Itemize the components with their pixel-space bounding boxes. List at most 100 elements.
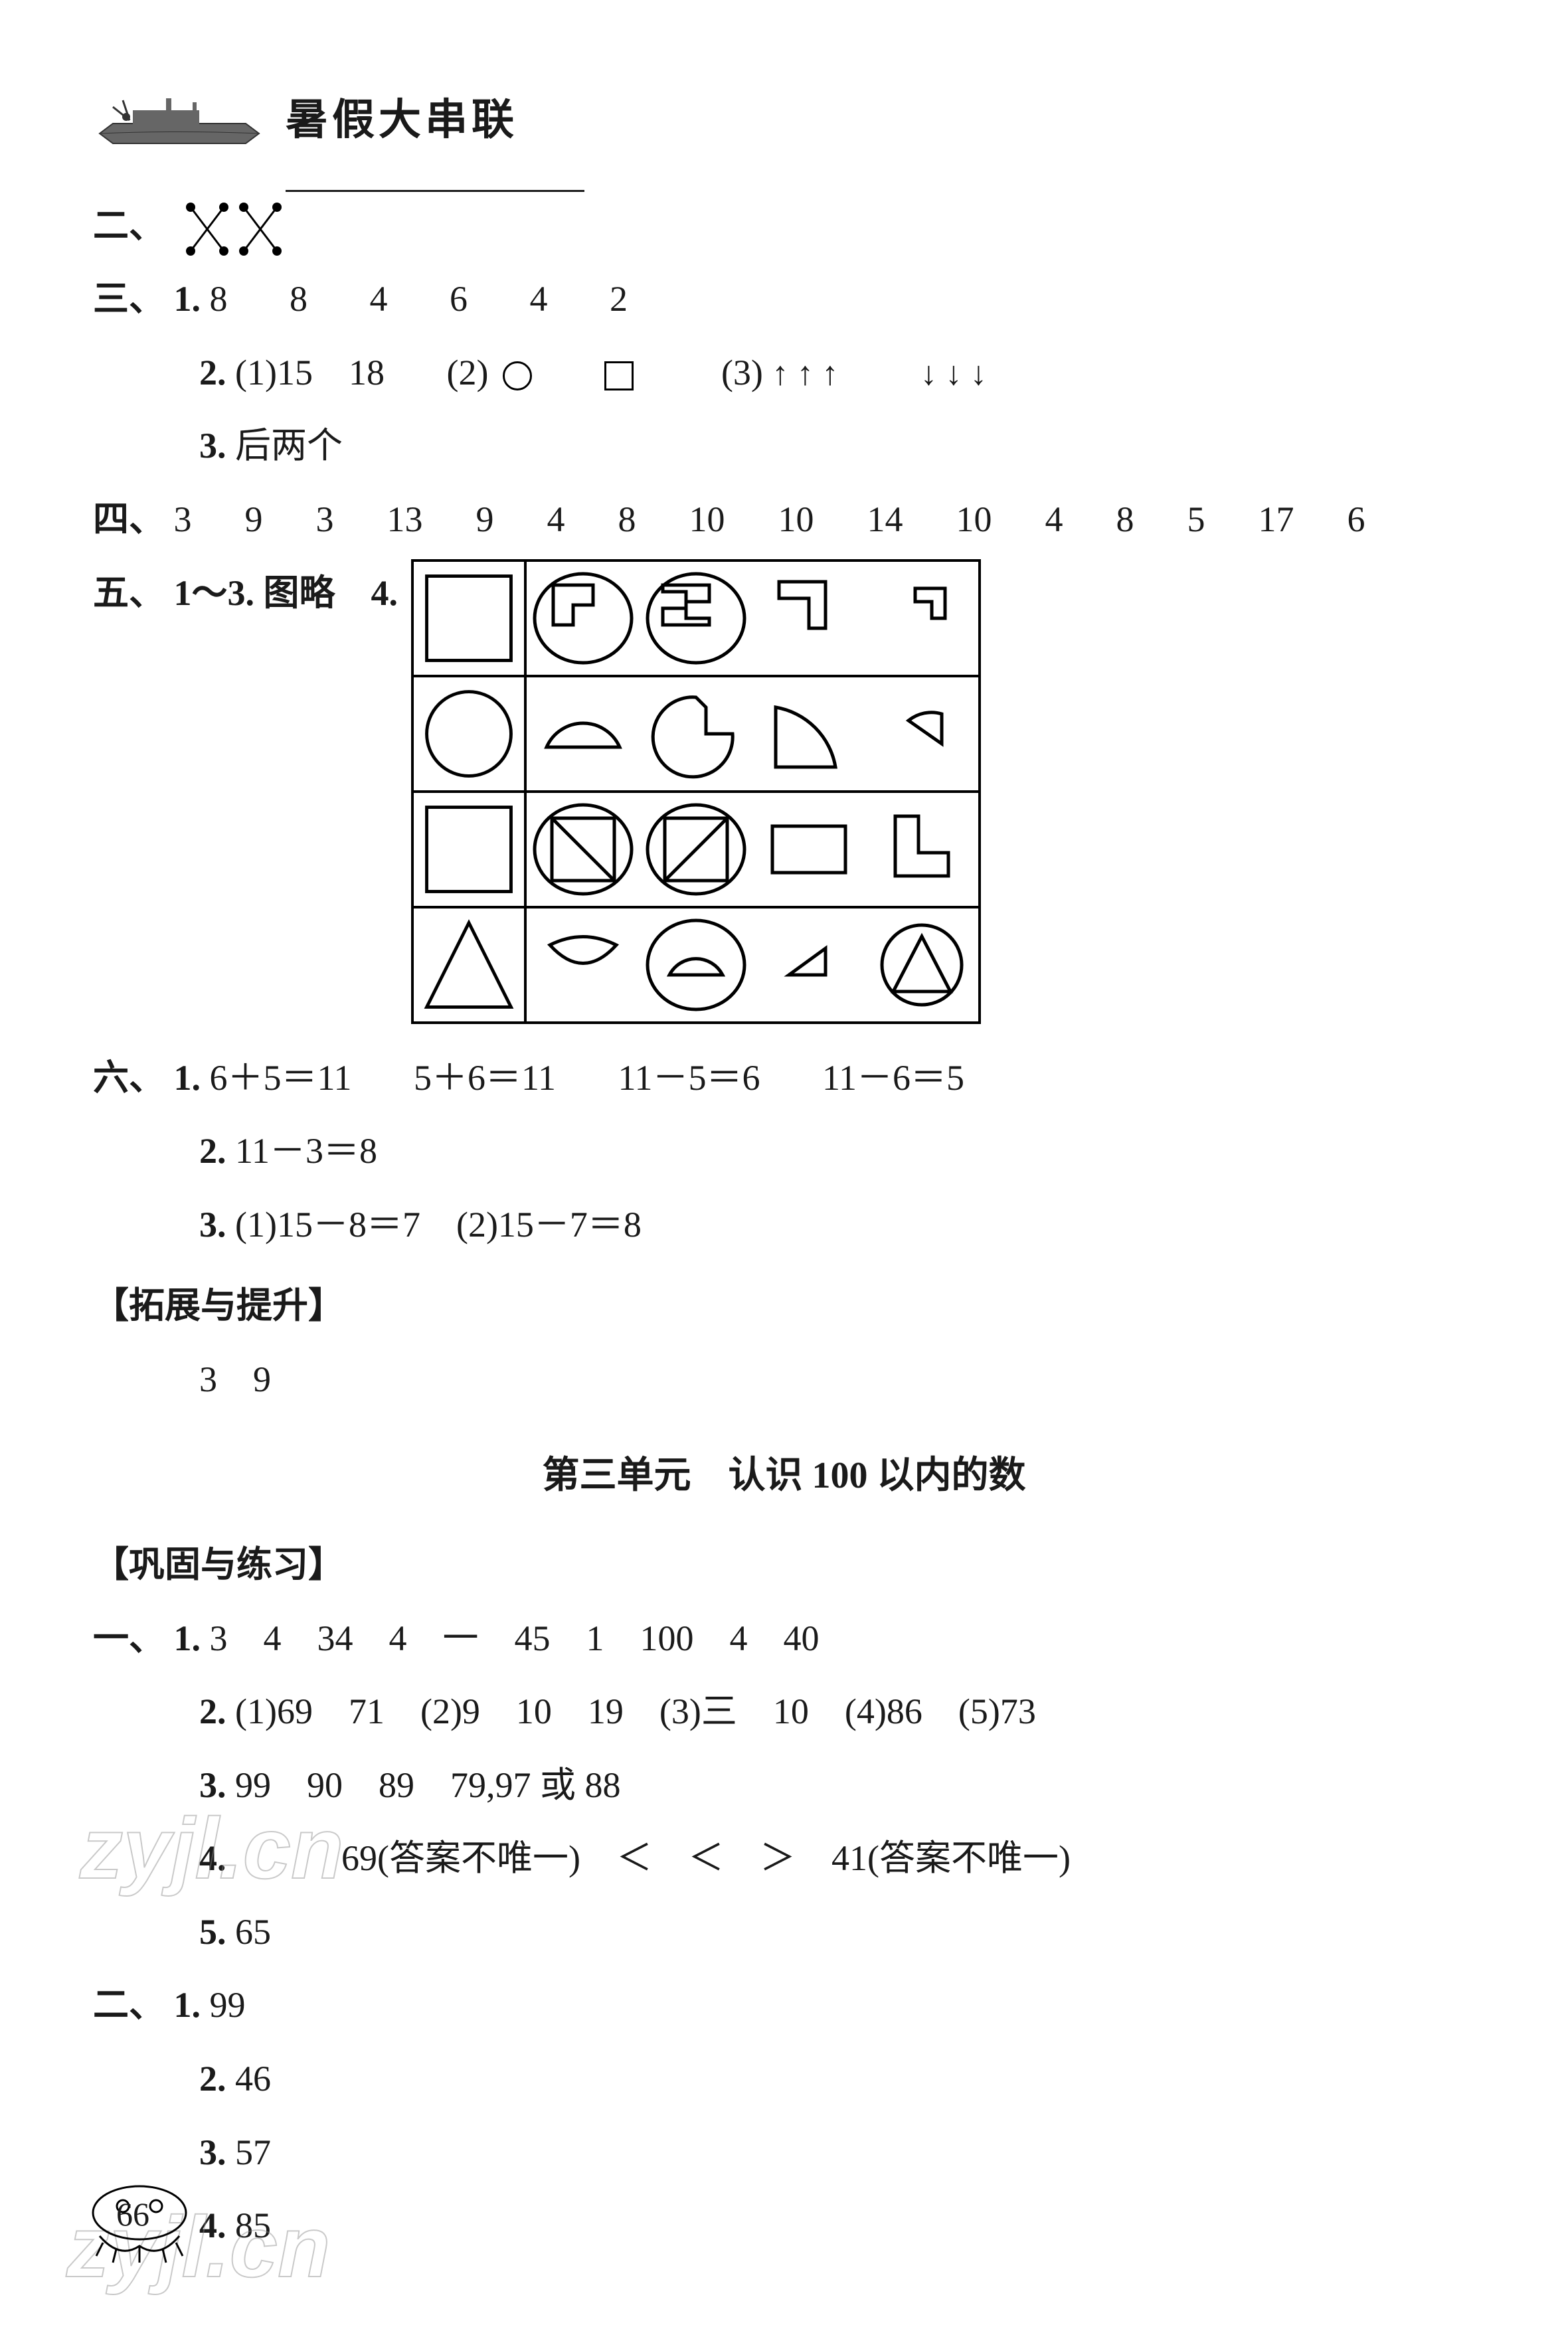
u3q1-p5-text: 65 <box>235 1912 271 1952</box>
arrows-down: ↓ ↓ ↓ <box>920 355 987 392</box>
shape-sub-cell <box>640 562 752 675</box>
u3q1-p2-text: (1)69 71 (2)9 10 19 (3)三 10 (4)86 (5)73 <box>235 1691 1036 1731</box>
shapes-row <box>414 562 978 677</box>
unit3-title: 第三单元 认识 100 以内的数 <box>93 1440 1475 1511</box>
shape-main-cell <box>414 562 527 675</box>
q5-label: 五、 <box>93 573 165 613</box>
q6-p1: 六、 1. 6＋5＝11 5＋6＝11 11－5＝6 11－6＝5 <box>93 1044 1475 1112</box>
u3q1-label: 一、 <box>93 1618 165 1658</box>
shape-sub-cell <box>527 677 640 790</box>
q5-row: 五、 1～3. 图略 4. <box>93 559 1475 1024</box>
u3q1-p1-text: 3 4 34 4 一 45 1 100 4 40 <box>210 1618 820 1658</box>
u3q1-p5-num: 5. <box>199 1912 226 1952</box>
shape-sub-cell <box>527 562 640 675</box>
practice-heading: 【巩固与练习】 <box>93 1531 1475 1599</box>
square-symbol-icon <box>604 361 634 390</box>
q6-p1-num: 1. <box>174 1058 201 1098</box>
u3q2-label: 二、 <box>93 1985 165 2025</box>
ext-heading: 【拓展与提升】 <box>93 1272 1475 1340</box>
q3-p2-s2: (2) <box>446 353 488 392</box>
q2-label: 二、 <box>93 206 165 246</box>
q2-row: 二、 <box>93 192 1475 260</box>
q3-label: 三、 <box>93 279 165 319</box>
q6-p2: 2. 11－3＝8 <box>93 1117 1475 1185</box>
shape-sub-cell <box>640 908 752 1021</box>
shape-main-cell <box>414 908 527 1021</box>
u3q1-p4: 4. 69(答案不唯一) ＜ ＜ ＞ 41(答案不唯一) <box>93 1824 1475 1893</box>
q4-row: 四、 3931394810101410485176 <box>93 485 1475 554</box>
u3q2-p1-num: 1. <box>174 1985 201 2025</box>
q3-p2: 2. (1)15 18 (2) (3) ↑ ↑ ↑ ↓ ↓ ↓ <box>93 339 1475 407</box>
shape-sub-cell <box>865 562 978 675</box>
u3q1-p5: 5. 65 <box>93 1898 1475 1966</box>
u3q1-p2-num: 2. <box>199 1691 226 1731</box>
q6-p2-text: 11－3＝8 <box>235 1131 377 1171</box>
q6-e0: 6＋5＝11 <box>210 1058 352 1098</box>
q3-p1-v2: 4 <box>370 279 388 319</box>
shape-sub-cell <box>752 677 865 790</box>
u3q1-p4-text: 69(答案不唯一) ＜ ＜ ＞ 41(答案不唯一) <box>341 1838 1071 1878</box>
q3-p3-text: 后两个 <box>235 426 343 466</box>
u3q2-p4: 4. 85 <box>93 2192 1475 2260</box>
u3q1-p4-num: 4. <box>199 1838 226 1878</box>
shape-main-cell <box>414 793 527 906</box>
u3q2-p3-num: 3. <box>199 2132 226 2172</box>
ship-icon <box>93 90 266 150</box>
shapes-row <box>414 908 978 1021</box>
shape-sub-cell <box>865 793 978 906</box>
q3-p1-v0: 8 <box>210 279 228 319</box>
q6-e2: 11－5＝6 <box>618 1058 760 1098</box>
page-number: 66 <box>116 2183 149 2246</box>
q3-p2-s1: (1)15 18 <box>235 353 385 392</box>
q6-label: 六、 <box>93 1058 165 1098</box>
shape-sub-cell <box>752 562 865 675</box>
q3-p3-num: 3. <box>199 426 226 466</box>
u3q2-p1-text: 99 <box>210 1985 246 2025</box>
u3q2-p3-text: 57 <box>235 2132 271 2172</box>
u3q2-p4-text: 85 <box>235 2205 271 2245</box>
q5-text: 1～3. 图略 4. <box>174 573 398 613</box>
cross-diagram <box>181 199 287 259</box>
q6-p3: 3. (1)15－8＝7 (2)15－7＝8 <box>93 1191 1475 1259</box>
u3q1-p2: 2. (1)69 71 (2)9 10 19 (3)三 10 (4)86 (5)… <box>93 1678 1475 1746</box>
circle-symbol-icon <box>503 361 532 390</box>
u3q1-p3: 3. 99 90 89 79,97 或 88 <box>93 1751 1475 1820</box>
shape-sub-cell <box>640 793 752 906</box>
ext-values: 3 9 <box>93 1345 1475 1414</box>
shapes-table <box>411 559 981 1024</box>
shapes-row <box>414 677 978 793</box>
shapes-row <box>414 793 978 908</box>
q3-p1-v1: 8 <box>290 279 307 319</box>
shape-main-cell <box>414 677 527 790</box>
q3-p1-v4: 4 <box>530 279 548 319</box>
q4-v: 3931394810101410485176 <box>174 499 1365 539</box>
q3-p2-s3: (3) <box>721 353 763 392</box>
q3-p1-num: 1. <box>174 279 201 319</box>
shape-sub-cell <box>527 908 640 1021</box>
u3q2-p4-num: 4. <box>199 2205 226 2245</box>
q3-p1-v3: 6 <box>450 279 468 319</box>
q4-label: 四、 <box>93 499 165 539</box>
u3q1-p3-text: 99 90 89 79,97 或 88 <box>235 1765 621 1805</box>
page-header: 暑假大串联 <box>93 80 1475 161</box>
shape-sub-cell <box>752 908 865 1021</box>
q6-p3-text: (1)15－8＝7 (2)15－7＝8 <box>235 1205 642 1245</box>
u3q2-p2-num: 2. <box>199 2059 226 2099</box>
q3-p1-v5: 2 <box>610 279 628 319</box>
u3q1-p1: 一、 1. 3 4 34 4 一 45 1 100 4 40 <box>93 1604 1475 1673</box>
q3-p3: 3. 后两个 <box>93 412 1475 480</box>
u3q2-p2: 2. 46 <box>93 2045 1475 2113</box>
shape-sub-cell <box>640 677 752 790</box>
u3q1-p3-num: 3. <box>199 1765 226 1805</box>
q3-p2-num: 2. <box>199 353 226 392</box>
shape-sub-cell <box>865 677 978 790</box>
shape-sub-cell <box>752 793 865 906</box>
header-title: 暑假大串联 <box>286 80 518 161</box>
q3-p1: 三、 1. 8 8 4 6 4 2 <box>93 265 1475 333</box>
q6-e1: 5＋6＝11 <box>414 1058 556 1098</box>
arrows-up: ↑ ↑ ↑ <box>772 355 838 392</box>
shape-sub-cell <box>865 908 978 1021</box>
u3q2-p1: 二、 1. 99 <box>93 1971 1475 2039</box>
q6-p2-num: 2. <box>199 1131 226 1171</box>
shape-sub-cell <box>527 793 640 906</box>
